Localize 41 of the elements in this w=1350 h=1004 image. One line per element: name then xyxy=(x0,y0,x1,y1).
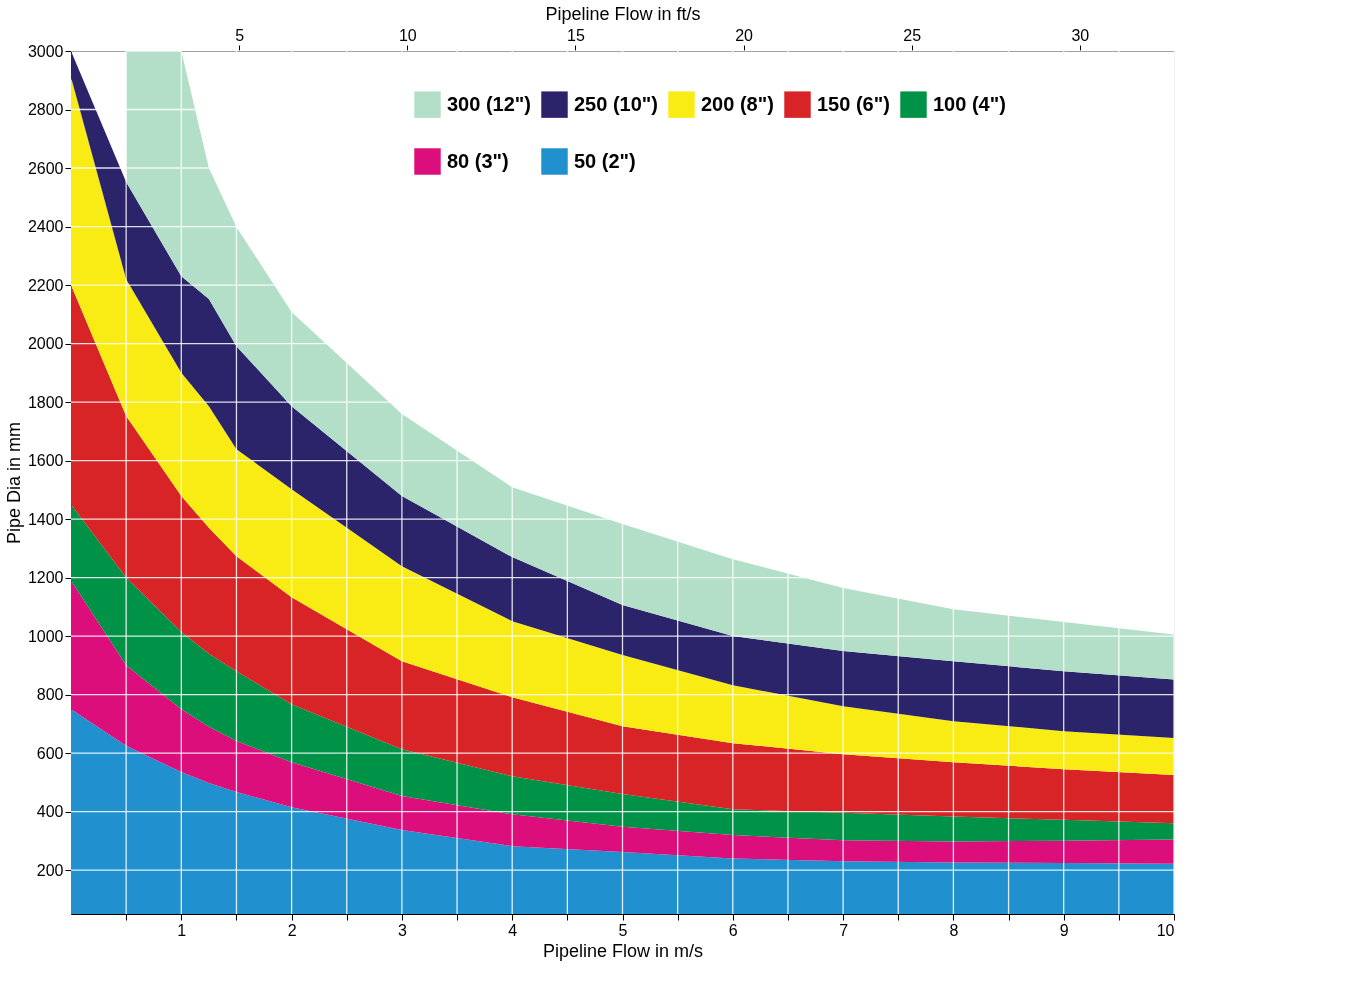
x2-tick-label: 15 xyxy=(567,26,585,44)
legend-label: 80 (3") xyxy=(447,149,509,172)
y-tick-label: 800 xyxy=(36,686,64,704)
x-tick-label: 9 xyxy=(1059,921,1069,939)
x2-tick-label: 10 xyxy=(398,26,417,44)
x-tick-label: 4 xyxy=(508,921,518,939)
y-tick-label: 1200 xyxy=(27,569,64,587)
x2-tick-label: 5 xyxy=(235,26,245,44)
legend-label: 250 (10") xyxy=(574,92,658,115)
y-tick-label: 1800 xyxy=(27,393,64,411)
y-tick-label: 3000 xyxy=(27,42,64,60)
x2-tick-label: 25 xyxy=(903,26,922,44)
y-axis-title: Pipe Dia in mm xyxy=(3,421,24,545)
x2-tick-label: 20 xyxy=(735,26,754,44)
legend-label: 50 (2") xyxy=(574,149,636,172)
x-axis-title: Pipeline Flow in m/s xyxy=(542,940,704,961)
legend-label: 150 (6") xyxy=(817,92,890,115)
y-tick-label: 400 xyxy=(36,803,64,821)
y-tick-label: 200 xyxy=(36,861,64,879)
legend-label: 300 (12") xyxy=(447,92,531,115)
x-tick-label: 3 xyxy=(397,921,407,939)
legend-label: 100 (4") xyxy=(933,92,1006,115)
x-tick-label: 6 xyxy=(728,921,738,939)
legend-label: 200 (8") xyxy=(701,92,774,115)
y-tick-label: 2000 xyxy=(27,335,64,353)
y-tick-label: 2200 xyxy=(27,276,64,294)
x-tick-label: 7 xyxy=(839,921,849,939)
x2-axis-title: Pipeline Flow in ft/s xyxy=(545,3,701,24)
y-tick-label: 2600 xyxy=(27,159,64,177)
x-tick-label: 10 xyxy=(1156,921,1175,939)
y-tick-label: 600 xyxy=(36,744,64,762)
x-tick-label: 5 xyxy=(618,921,628,939)
x-tick-label: 2 xyxy=(287,921,297,939)
y-tick-label: 2800 xyxy=(27,101,64,119)
y-tick-label: 1000 xyxy=(27,627,64,645)
x-tick-label: 8 xyxy=(949,921,959,939)
y-tick-label: 1400 xyxy=(27,510,64,528)
x2-tick-label: 30 xyxy=(1071,26,1090,44)
y-tick-label: 2400 xyxy=(27,218,64,236)
x-tick-label: 1 xyxy=(177,921,187,939)
y-tick-label: 1600 xyxy=(27,452,64,470)
